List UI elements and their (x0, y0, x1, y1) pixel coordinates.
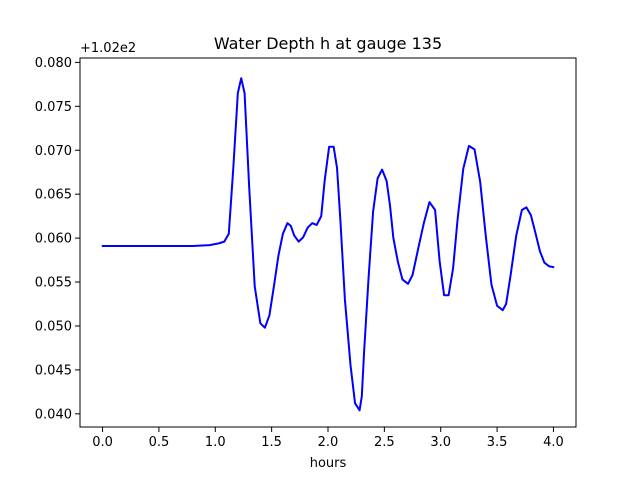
x-axis-label: hours (310, 456, 347, 471)
x-tick-label: 2.0 (318, 435, 339, 450)
x-axis: 0.0 0.5 1.0 1.5 2.0 2.5 3.0 3.5 4.0 (92, 427, 564, 450)
y-tick-label: 0.040 (35, 407, 72, 422)
y-tick-label: 0.075 (35, 100, 72, 115)
x-tick-label: 3.5 (487, 435, 508, 450)
y-axis: 0.040 0.045 0.050 0.055 0.060 0.065 0.070 0.075… (35, 56, 80, 422)
y-tick-label: 0.080 (35, 56, 72, 71)
x-tick-label: 0.5 (149, 435, 170, 450)
x-tick-label: 3.0 (430, 435, 451, 450)
x-tick-label: 4.0 (543, 435, 564, 450)
y-tick-label: 0.065 (35, 188, 72, 203)
y-tick-label: 0.060 (35, 232, 72, 247)
y-tick-label: 0.045 (35, 363, 72, 378)
x-tick-label: 0.0 (92, 435, 113, 450)
chart-title: Water Depth h at gauge 135 (214, 34, 442, 53)
plot-area (101, 77, 555, 412)
x-tick-label: 1.0 (205, 435, 226, 450)
series-line-0 (101, 77, 555, 412)
y-tick-label: 0.070 (35, 144, 72, 159)
y-tick-label: 0.050 (35, 319, 72, 334)
x-tick-label: 2.5 (374, 435, 395, 450)
y-axis-offset-label: +1.02e2 (80, 41, 136, 56)
x-tick-label: 1.5 (261, 435, 282, 450)
y-tick-label: 0.055 (35, 276, 72, 291)
